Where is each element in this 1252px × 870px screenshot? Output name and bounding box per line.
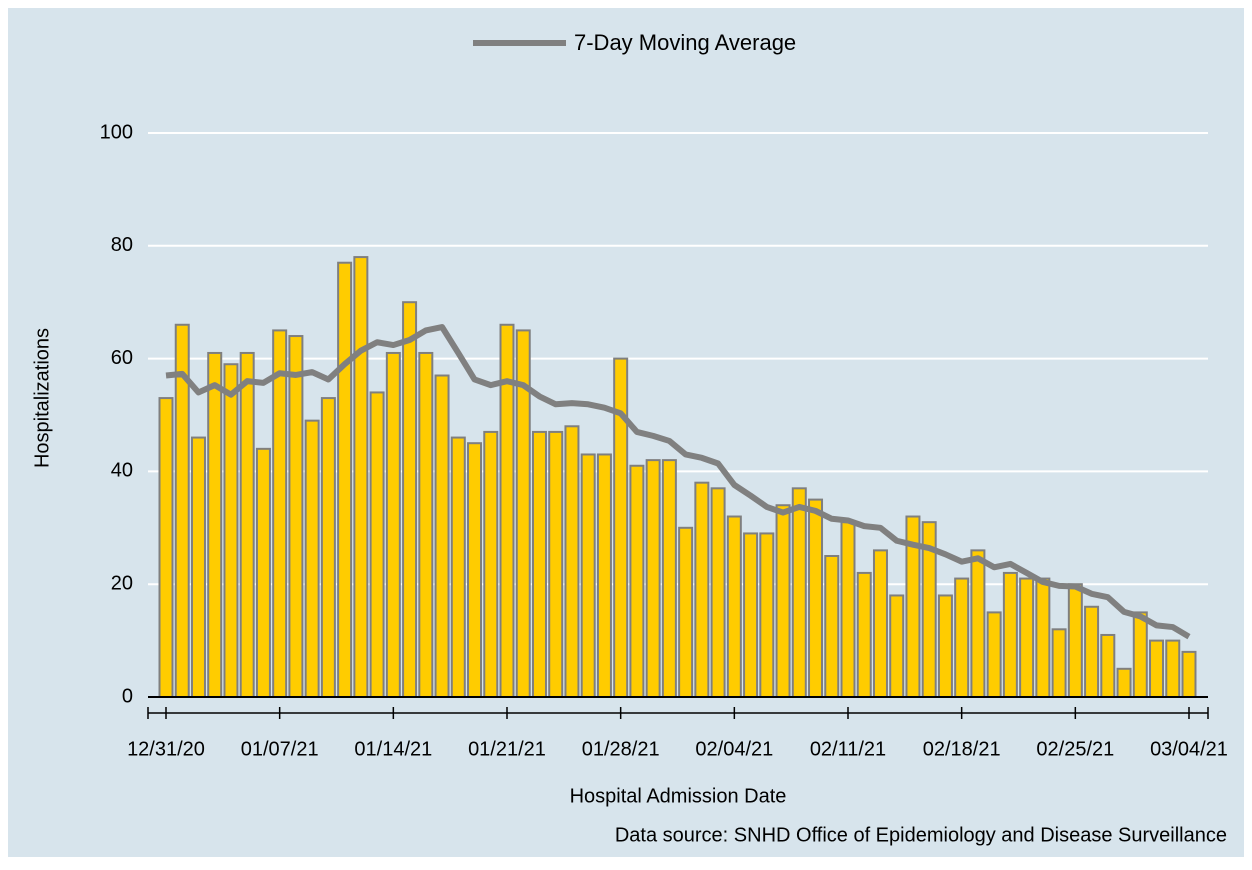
bar bbox=[239, 351, 255, 698]
y-tick-label: 100 bbox=[100, 121, 133, 143]
bar bbox=[645, 459, 661, 698]
bar bbox=[223, 363, 239, 698]
bar bbox=[548, 430, 564, 698]
bar bbox=[808, 498, 824, 698]
x-axis-label: Hospital Admission Date bbox=[570, 785, 787, 807]
bar bbox=[353, 256, 369, 698]
bar bbox=[1181, 650, 1197, 699]
bar bbox=[791, 487, 807, 698]
bar bbox=[1084, 605, 1100, 699]
x-tick-label: 01/28/21 bbox=[582, 738, 660, 760]
bar bbox=[694, 481, 710, 698]
bar bbox=[629, 464, 645, 699]
bar bbox=[1132, 611, 1148, 699]
x-tick-label: 02/04/21 bbox=[695, 738, 773, 760]
bar bbox=[1019, 577, 1035, 698]
bar bbox=[775, 504, 791, 698]
bar bbox=[467, 442, 483, 699]
bar bbox=[255, 447, 271, 698]
bar bbox=[856, 571, 872, 698]
bar bbox=[986, 611, 1002, 699]
bar bbox=[678, 526, 694, 698]
bar bbox=[759, 532, 775, 698]
y-tick-label: 60 bbox=[111, 347, 133, 369]
y-axis-label: Hospitalizations bbox=[31, 328, 53, 468]
bar bbox=[337, 261, 353, 698]
bar bbox=[937, 594, 953, 698]
x-tick-label: 01/07/21 bbox=[241, 738, 319, 760]
legend-label: 7-Day Moving Average bbox=[574, 30, 796, 55]
bar bbox=[272, 329, 288, 698]
bar bbox=[824, 555, 840, 698]
bar bbox=[1067, 583, 1083, 699]
bar bbox=[531, 430, 547, 698]
bar bbox=[450, 436, 466, 698]
bar bbox=[970, 549, 986, 698]
bar bbox=[1116, 667, 1132, 698]
bar bbox=[872, 549, 888, 698]
x-tick-label: 02/11/21 bbox=[810, 738, 886, 760]
bar bbox=[840, 521, 856, 698]
bar bbox=[402, 301, 418, 698]
bar bbox=[954, 577, 970, 698]
line bbox=[165, 324, 1191, 640]
y-tick-label: 40 bbox=[111, 460, 133, 482]
x-tick-label: 02/25/21 bbox=[1036, 738, 1114, 760]
y-tick-label: 80 bbox=[111, 234, 133, 256]
bar bbox=[1002, 571, 1018, 698]
bar bbox=[580, 453, 596, 699]
bar bbox=[661, 459, 677, 698]
bar bbox=[483, 430, 499, 698]
bar bbox=[1165, 639, 1181, 698]
bar bbox=[418, 351, 434, 698]
bar bbox=[385, 351, 401, 698]
bar bbox=[190, 436, 206, 698]
bar bbox=[369, 391, 385, 698]
bar bbox=[1149, 639, 1165, 698]
bar bbox=[304, 419, 320, 698]
y-tick-label: 20 bbox=[111, 572, 133, 594]
x-tick-label: 01/21/21 bbox=[468, 738, 546, 760]
x-tick-label: 02/18/21 bbox=[923, 738, 1001, 760]
y-tick-label: 0 bbox=[122, 685, 133, 707]
bar bbox=[743, 532, 759, 698]
bar bbox=[726, 515, 742, 699]
bar bbox=[1100, 633, 1116, 699]
source-note: Data source: SNHD Office of Epidemiology… bbox=[615, 824, 1227, 846]
x-tick-label: 03/04/21 bbox=[1150, 738, 1228, 760]
bar bbox=[320, 397, 336, 698]
bar bbox=[889, 594, 905, 698]
bar bbox=[596, 453, 612, 699]
bar bbox=[1035, 577, 1051, 698]
x-tick-label: 01/14/21 bbox=[354, 738, 432, 760]
bar bbox=[564, 425, 580, 698]
bar bbox=[710, 487, 726, 698]
bar bbox=[1051, 628, 1067, 699]
bar bbox=[207, 351, 223, 698]
bar bbox=[288, 335, 304, 698]
x-tick-label: 12/31/20 bbox=[127, 738, 205, 760]
bar bbox=[434, 374, 450, 698]
bar bbox=[158, 397, 174, 698]
